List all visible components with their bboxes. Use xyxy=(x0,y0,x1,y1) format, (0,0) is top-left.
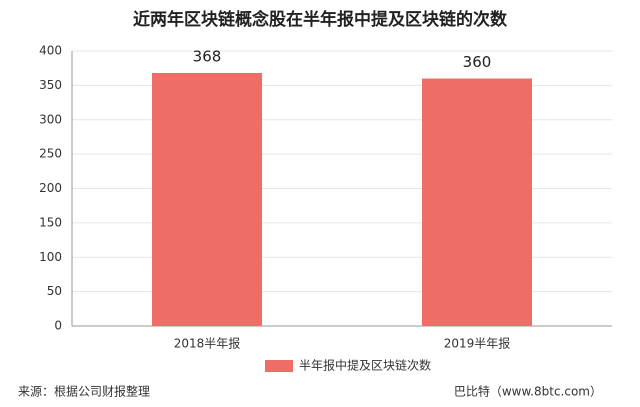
y-tick-label: 250 xyxy=(39,147,62,161)
y-tick-label: 0 xyxy=(54,319,62,333)
legend-label: 半年报中提及区块链次数 xyxy=(299,358,431,373)
bar xyxy=(152,73,262,326)
x-tick-label: 2019半年报 xyxy=(444,336,511,351)
credit-note: 巴比特（www.8btc.com） xyxy=(454,384,602,399)
y-tick-label: 300 xyxy=(39,112,62,126)
legend-swatch xyxy=(265,360,293,372)
chart-title: 近两年区块链概念股在半年报中提及区块链的次数 xyxy=(133,9,508,30)
y-tick-label: 400 xyxy=(39,44,62,58)
y-tick-label: 150 xyxy=(39,215,62,229)
x-tick-label: 2018半年报 xyxy=(174,336,241,351)
y-tick-label: 50 xyxy=(47,284,62,298)
bar xyxy=(422,78,532,326)
value-label: 368 xyxy=(193,48,222,66)
y-tick-label: 350 xyxy=(39,78,62,92)
source-note: 来源：根据公司财报整理 xyxy=(18,384,150,399)
y-tick-label: 100 xyxy=(39,250,62,264)
value-label: 360 xyxy=(463,53,492,71)
y-tick-label: 200 xyxy=(39,181,62,195)
